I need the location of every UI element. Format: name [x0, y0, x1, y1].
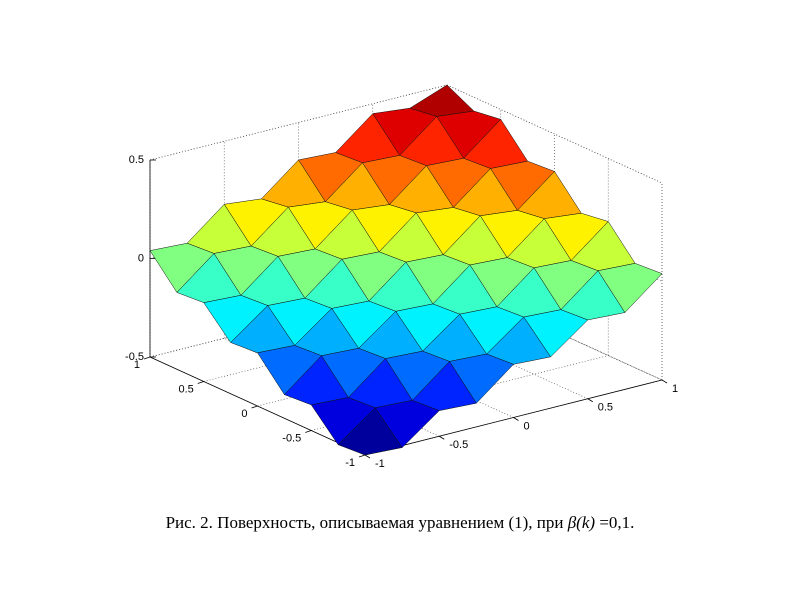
surface-patch	[337, 407, 403, 456]
caption-text: Рис. 2. Поверхность, описываемая уравнен…	[166, 513, 564, 532]
tick-mark	[513, 417, 519, 421]
tick-mark	[587, 398, 593, 403]
tick-mark	[143, 356, 151, 360]
x-tick-label: 1	[672, 383, 678, 395]
y-tick-label: -0.5	[282, 432, 301, 444]
y-tick-label: -1	[345, 457, 355, 469]
z-tick-label: 0	[138, 252, 144, 264]
grid-line	[372, 300, 588, 400]
grid-line	[446, 84, 663, 184]
y-tick-label: 1	[134, 359, 140, 371]
tick-mark	[661, 379, 668, 384]
tick-mark	[197, 381, 204, 384]
tick-mark	[358, 454, 366, 458]
x-tick-label: -0.5	[449, 439, 468, 451]
x-tick-label: -1	[375, 458, 385, 470]
x-tick-label: 0	[524, 420, 530, 432]
tick-mark	[305, 430, 312, 433]
z-tick-label: -0.5	[125, 351, 144, 363]
caption-symbol: β(k)	[567, 513, 596, 532]
y-tick-label: 0	[241, 408, 247, 420]
tick-mark	[439, 435, 445, 440]
caption-value: =0,1.	[599, 513, 634, 532]
z-tick-label: 0.5	[129, 154, 144, 166]
tick-mark	[364, 454, 371, 459]
grid-line	[446, 281, 663, 381]
y-tick-label: 0.5	[178, 383, 193, 395]
x-tick-label: 0.5	[598, 402, 613, 414]
caption: Рис. 2. Поверхность, описываемая уравнен…	[166, 513, 635, 532]
grid-line	[149, 84, 448, 161]
tick-mark	[251, 405, 258, 409]
